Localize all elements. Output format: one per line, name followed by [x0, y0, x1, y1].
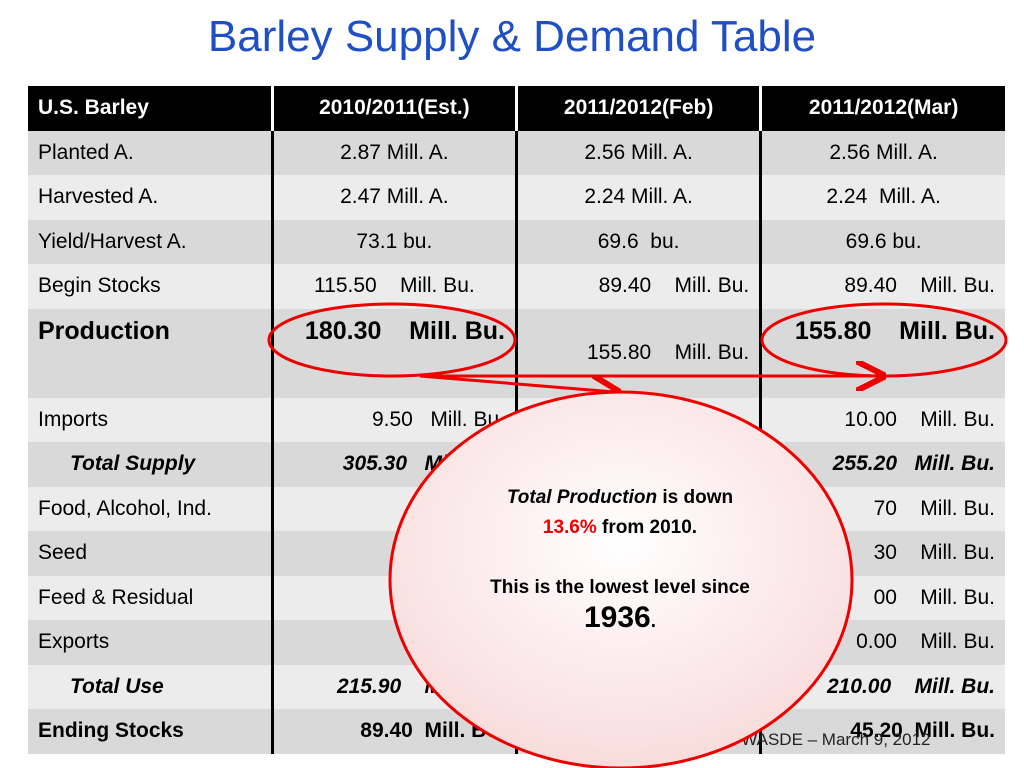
table-row: Production 180.30 Mill. Bu. 155.80 Mill. B… [28, 308, 1005, 398]
value-cell: 89.40 Mill. Bu. [759, 264, 1005, 309]
row-label: Total Use [70, 674, 164, 698]
callout-year: 1936 [583, 601, 651, 634]
row-label: Seed [38, 541, 88, 565]
value-cell: 180.30 Mill. Bu. [270, 308, 517, 398]
value-cell: 69.6 bu. [759, 219, 1005, 264]
value-cell: 2.47 Mill. A. [270, 175, 517, 220]
callout-text: is down [657, 487, 734, 508]
slide-title: Barley Supply & Demand Table [207, 12, 817, 61]
table-row: Yield/Harvest A. 73.1 bu. 69.6 bu. 69.6 bu. [28, 219, 1005, 264]
callout-text: . [650, 611, 657, 632]
header-cell: U.S. Barley [28, 86, 273, 131]
table-row: Imports 9.50 Mill. Bu. 10.00 Mill. Bu. [28, 397, 1005, 442]
callout-text: This is the lowest level since [490, 577, 750, 598]
row-label: Total Supply [70, 452, 196, 476]
row-label: Yield/Harvest A. [38, 229, 187, 253]
value-cell: 2.56 Mill. A. [514, 130, 761, 175]
callout-text: from 2010. [596, 517, 698, 538]
arrow [419, 374, 615, 392]
table-row: Harvested A. 2.47 Mill. A. 2.24 Mill. A. 2.… [28, 175, 1005, 220]
row-label: Exports [38, 630, 110, 654]
value-cell: 2.24 Mill. A. [514, 175, 761, 220]
highlight-ellipse [267, 302, 517, 378]
callout-emphasis: Total Production [506, 487, 658, 508]
row-label: Imports [38, 407, 109, 431]
value-cell: 2.56 Mill. A. [759, 130, 1005, 175]
value-cell: 155.80 Mill. Bu. [514, 308, 761, 398]
value-cell: 2.87 Mill. A. [270, 130, 517, 175]
row-label: Food, Alcohol, Ind. [38, 496, 212, 520]
value-cell: 10.00 Mill. Bu. [759, 397, 1005, 442]
row-label: Harvested A. [38, 185, 159, 209]
value-cell: 45.20 Mill. Bu. [759, 709, 1005, 754]
row-label: Feed & Residual [38, 585, 194, 609]
value-cell: 73.1 bu. [270, 219, 517, 264]
header-cell: 2011/2012(Feb) [514, 86, 761, 131]
callout-percent: 13.6% [542, 517, 597, 538]
value-cell: 2.24 Mill. A. [759, 175, 1005, 220]
row-label: Production [38, 316, 170, 345]
table-row: Begin Stocks 115.50 Mill. Bu. 89.40 Mill. … [28, 264, 1005, 309]
table-row: Planted A. 2.87 Mill. A. 2.56 Mill. A. 2.56… [28, 130, 1005, 175]
value-cell: 115.50 Mill. Bu. [270, 264, 517, 309]
row-label: Begin Stocks [38, 274, 161, 298]
header-row: U.S. Barley 2010/2011(Est.) 2011/2012(Feb)… [28, 86, 1005, 131]
value-cell: 69.6 bu. [514, 219, 761, 264]
value-cell: 89.40 Mill. Bu. [514, 264, 761, 309]
callout-text: Total Production is down 13.6% from 2010… [430, 483, 810, 637]
header-cell: 2010/2011(Est.) [270, 86, 517, 131]
header-cell: 2011/2012(Mar) [759, 86, 1005, 131]
value-cell: 9.50 Mill. Bu. [270, 397, 517, 442]
row-label: Ending Stocks [38, 719, 184, 743]
highlight-ellipse [760, 302, 1008, 378]
callout-circle [388, 390, 854, 768]
row-label: Planted A. [38, 140, 134, 164]
